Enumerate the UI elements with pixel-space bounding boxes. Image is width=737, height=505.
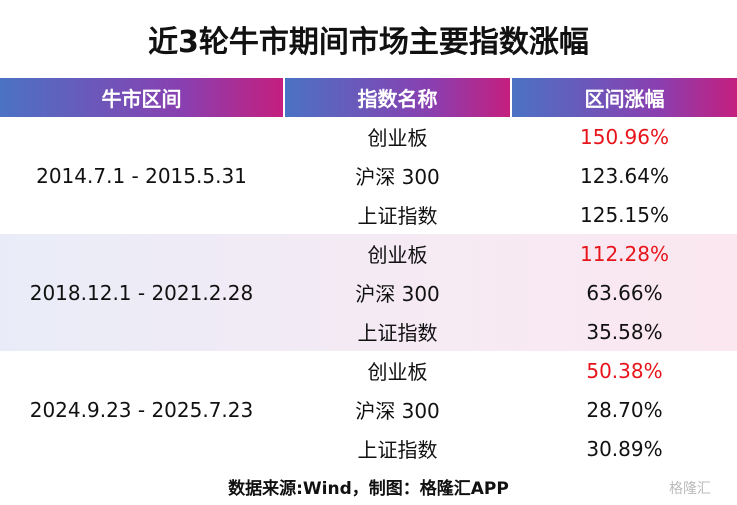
header-cell: 区间涨幅 [512,78,737,117]
change: 50.38% [586,358,663,383]
index-name: 沪深 300 [355,165,440,189]
change: 123.64% [580,163,669,188]
index-name: 创业板 [367,360,428,384]
period: 2018.12.1 - 2021.2.28 [29,280,254,305]
change: 112.28% [580,241,669,266]
index-name: 上证指数 [357,321,438,345]
change: 30.89% [586,436,663,461]
index-name: 上证指数 [357,438,438,462]
change: 28.70% [586,397,663,422]
change: 63.66% [586,280,663,305]
change: 150.96% [580,124,669,149]
index-name: 上证指数 [357,204,438,228]
watermark: 格隆汇 [669,481,711,497]
index-name: 创业板 [367,126,428,150]
period: 2014.7.1 - 2015.5.31 [36,163,247,188]
index-name: 创业板 [367,243,428,267]
index-name: 沪深 300 [355,399,440,423]
header-cell: 牛市区间 [0,78,283,117]
index-name: 沪深 300 [355,282,440,306]
header-cell: 指数名称 [285,78,510,117]
source-note: 数据来源:Wind，制图：格隆汇APP [228,478,509,499]
group-band [0,234,737,351]
title: 近3轮牛市期间市场主要指数涨幅 [148,25,589,60]
change: 35.58% [586,319,663,344]
period: 2024.9.23 - 2025.7.23 [29,397,254,422]
change: 125.15% [580,202,669,227]
